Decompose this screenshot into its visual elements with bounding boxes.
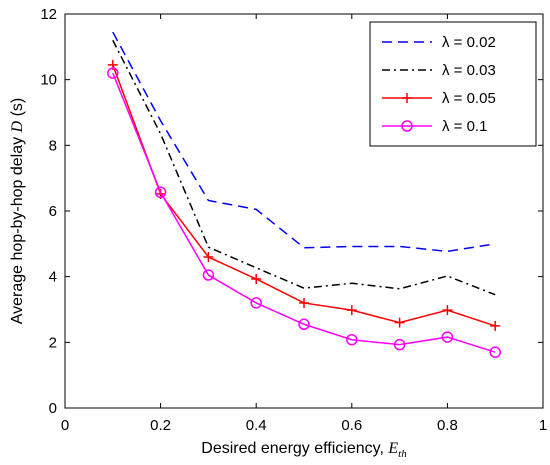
- data-point-circle: [250, 297, 262, 309]
- data-point-circle: [346, 333, 358, 346]
- series-4: [107, 67, 501, 358]
- legend-item: λ = 0.05: [382, 90, 496, 107]
- legend-label: λ = 0.03: [442, 62, 496, 79]
- x-tick-label: 1: [539, 417, 547, 434]
- data-point-plus: [346, 305, 357, 316]
- series-2: [112, 39, 496, 296]
- data-point-circle: [202, 269, 215, 281]
- x-tick-label: 0.6: [341, 417, 362, 434]
- x-axis-ticks: 0 0.2 0.4 0.6 0.8 1: [61, 14, 547, 434]
- data-point-circle: [401, 120, 413, 132]
- y-tick-label: 12: [40, 6, 57, 23]
- y-tick-label: 6: [49, 203, 57, 220]
- y-axis-ticks: 0 2 4 6 8 10 12: [40, 6, 543, 417]
- y-axis-label: Average hop-by-hop delay D (s): [9, 98, 26, 325]
- series-3: [107, 59, 501, 331]
- legend-item: λ = 0.1: [382, 118, 487, 135]
- data-point-plus: [442, 305, 453, 316]
- data-point-circle: [441, 331, 454, 343]
- data-point-circle: [489, 346, 501, 358]
- y-tick-label: 10: [40, 72, 57, 89]
- series-layer: [107, 31, 501, 358]
- series-line: [112, 31, 496, 253]
- series-line: [112, 39, 496, 296]
- legend-item: λ = 0.03: [382, 62, 496, 79]
- data-point-circle: [107, 67, 119, 79]
- legend-label: λ = 0.1: [442, 118, 487, 135]
- y-tick-label: 8: [49, 137, 57, 154]
- x-tick-label: 0.2: [150, 417, 171, 434]
- x-tick-label: 0: [61, 417, 69, 434]
- y-tick-label: 0: [49, 400, 57, 417]
- data-point-plus: [394, 317, 405, 328]
- y-tick-label: 4: [49, 269, 57, 286]
- legend-label: λ = 0.05: [442, 90, 496, 107]
- data-point-plus: [299, 297, 309, 308]
- x-tick-label: 0.4: [246, 417, 267, 434]
- data-point-circle: [393, 338, 406, 351]
- data-point-plus: [203, 251, 214, 262]
- x-axis-label: Desired energy efficiency, Eth: [201, 440, 407, 460]
- legend-label: λ = 0.02: [442, 34, 496, 51]
- legend: λ = 0.02 λ = 0.03 λ = 0.05 λ = 0.1: [369, 21, 537, 147]
- x-tick-label: 0.8: [437, 417, 458, 434]
- data-point-circle: [298, 318, 310, 331]
- data-point-plus: [251, 273, 262, 284]
- data-point-circle: [154, 186, 167, 199]
- series-1: [112, 31, 496, 253]
- data-point-plus: [490, 320, 501, 331]
- data-point-plus: [402, 93, 412, 103]
- legend-item: λ = 0.02: [382, 34, 496, 51]
- series-line: [112, 72, 496, 353]
- y-tick-label: 2: [49, 334, 57, 351]
